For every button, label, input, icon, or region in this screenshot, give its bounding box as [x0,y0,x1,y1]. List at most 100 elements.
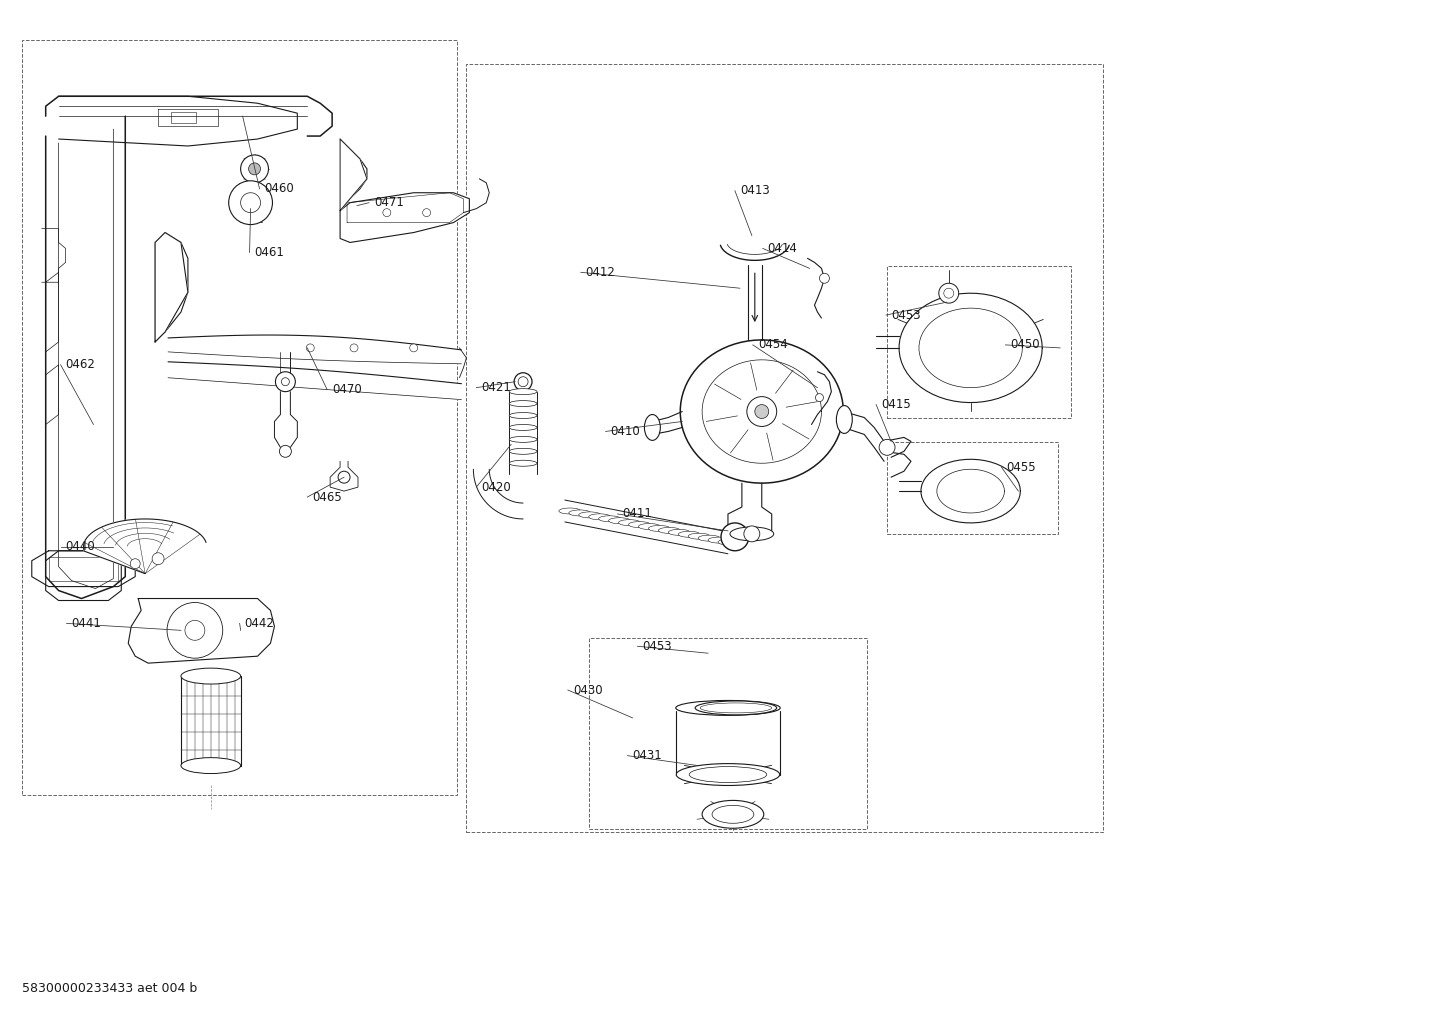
Ellipse shape [676,700,780,715]
Circle shape [229,180,273,224]
Ellipse shape [659,528,681,533]
Circle shape [350,343,358,352]
Bar [22,40,457,796]
Text: 0430: 0430 [572,684,603,697]
Ellipse shape [701,703,771,713]
Polygon shape [921,460,1021,523]
Text: 0413: 0413 [740,184,770,198]
Circle shape [241,193,261,213]
Ellipse shape [695,701,777,715]
Text: 0461: 0461 [255,246,284,259]
Ellipse shape [509,425,536,430]
Text: 0441: 0441 [72,616,101,630]
Circle shape [280,445,291,458]
Text: 58300000233433 aet 004 b: 58300000233433 aet 004 b [22,982,198,995]
Ellipse shape [180,758,241,773]
Text: 0453: 0453 [891,309,920,322]
Text: 0455: 0455 [1007,461,1035,474]
Ellipse shape [836,406,852,433]
Text: 0414: 0414 [767,242,797,255]
Ellipse shape [639,524,660,530]
Text: 0412: 0412 [585,266,616,279]
Circle shape [130,558,140,569]
Circle shape [754,405,769,419]
Ellipse shape [649,526,671,532]
Circle shape [515,373,532,390]
Circle shape [518,377,528,386]
Polygon shape [84,519,206,574]
Circle shape [721,523,748,551]
Bar [172,112,196,123]
Ellipse shape [702,800,764,828]
Circle shape [819,273,829,283]
Text: 0462: 0462 [65,359,95,371]
Ellipse shape [676,763,780,786]
Circle shape [410,343,418,352]
Polygon shape [169,335,461,364]
Ellipse shape [509,461,536,467]
Circle shape [880,439,895,455]
Ellipse shape [509,448,536,454]
Ellipse shape [708,537,730,543]
Ellipse shape [609,518,630,524]
Polygon shape [340,139,366,211]
Ellipse shape [698,535,720,541]
Ellipse shape [559,508,581,514]
Ellipse shape [509,400,536,407]
Text: 0465: 0465 [313,490,342,503]
Text: 0431: 0431 [633,749,662,762]
Ellipse shape [568,510,591,516]
Ellipse shape [668,529,691,535]
Text: 0460: 0460 [264,182,294,196]
Circle shape [943,288,953,299]
Circle shape [747,396,777,427]
Polygon shape [681,340,844,483]
Ellipse shape [712,805,754,823]
Ellipse shape [588,514,610,520]
Circle shape [337,471,350,483]
Ellipse shape [688,533,709,539]
Circle shape [939,283,959,303]
Ellipse shape [619,520,640,526]
Ellipse shape [629,522,650,528]
Text: 0411: 0411 [623,507,652,521]
Ellipse shape [645,415,660,440]
Text: 0420: 0420 [482,481,510,493]
Bar [588,638,867,829]
Bar [466,64,1103,833]
Ellipse shape [578,512,601,518]
Text: 0450: 0450 [1011,338,1040,352]
Polygon shape [900,293,1043,403]
Polygon shape [169,362,461,399]
Ellipse shape [509,388,536,394]
Text: 0453: 0453 [643,640,672,653]
Text: 0454: 0454 [758,338,787,352]
Ellipse shape [730,527,774,541]
Ellipse shape [689,766,767,783]
Circle shape [167,602,222,658]
Polygon shape [128,598,274,663]
Circle shape [281,378,290,385]
Circle shape [423,209,431,217]
Text: 0421: 0421 [482,381,510,394]
Text: 0410: 0410 [610,425,640,438]
Circle shape [816,393,823,401]
Circle shape [248,163,261,175]
Text: 0442: 0442 [245,616,274,630]
Text: 0440: 0440 [65,540,95,553]
Polygon shape [340,193,470,243]
Polygon shape [156,232,187,342]
Circle shape [241,155,268,182]
Bar [887,266,1071,418]
Bar [887,442,1058,534]
Ellipse shape [180,668,241,684]
Ellipse shape [509,413,536,419]
Text: 0471: 0471 [373,197,404,209]
Text: 0415: 0415 [881,398,911,411]
Text: 0470: 0470 [332,383,362,396]
Ellipse shape [598,516,620,522]
Circle shape [151,552,164,565]
Circle shape [275,372,296,391]
Circle shape [185,621,205,640]
Circle shape [384,209,391,217]
